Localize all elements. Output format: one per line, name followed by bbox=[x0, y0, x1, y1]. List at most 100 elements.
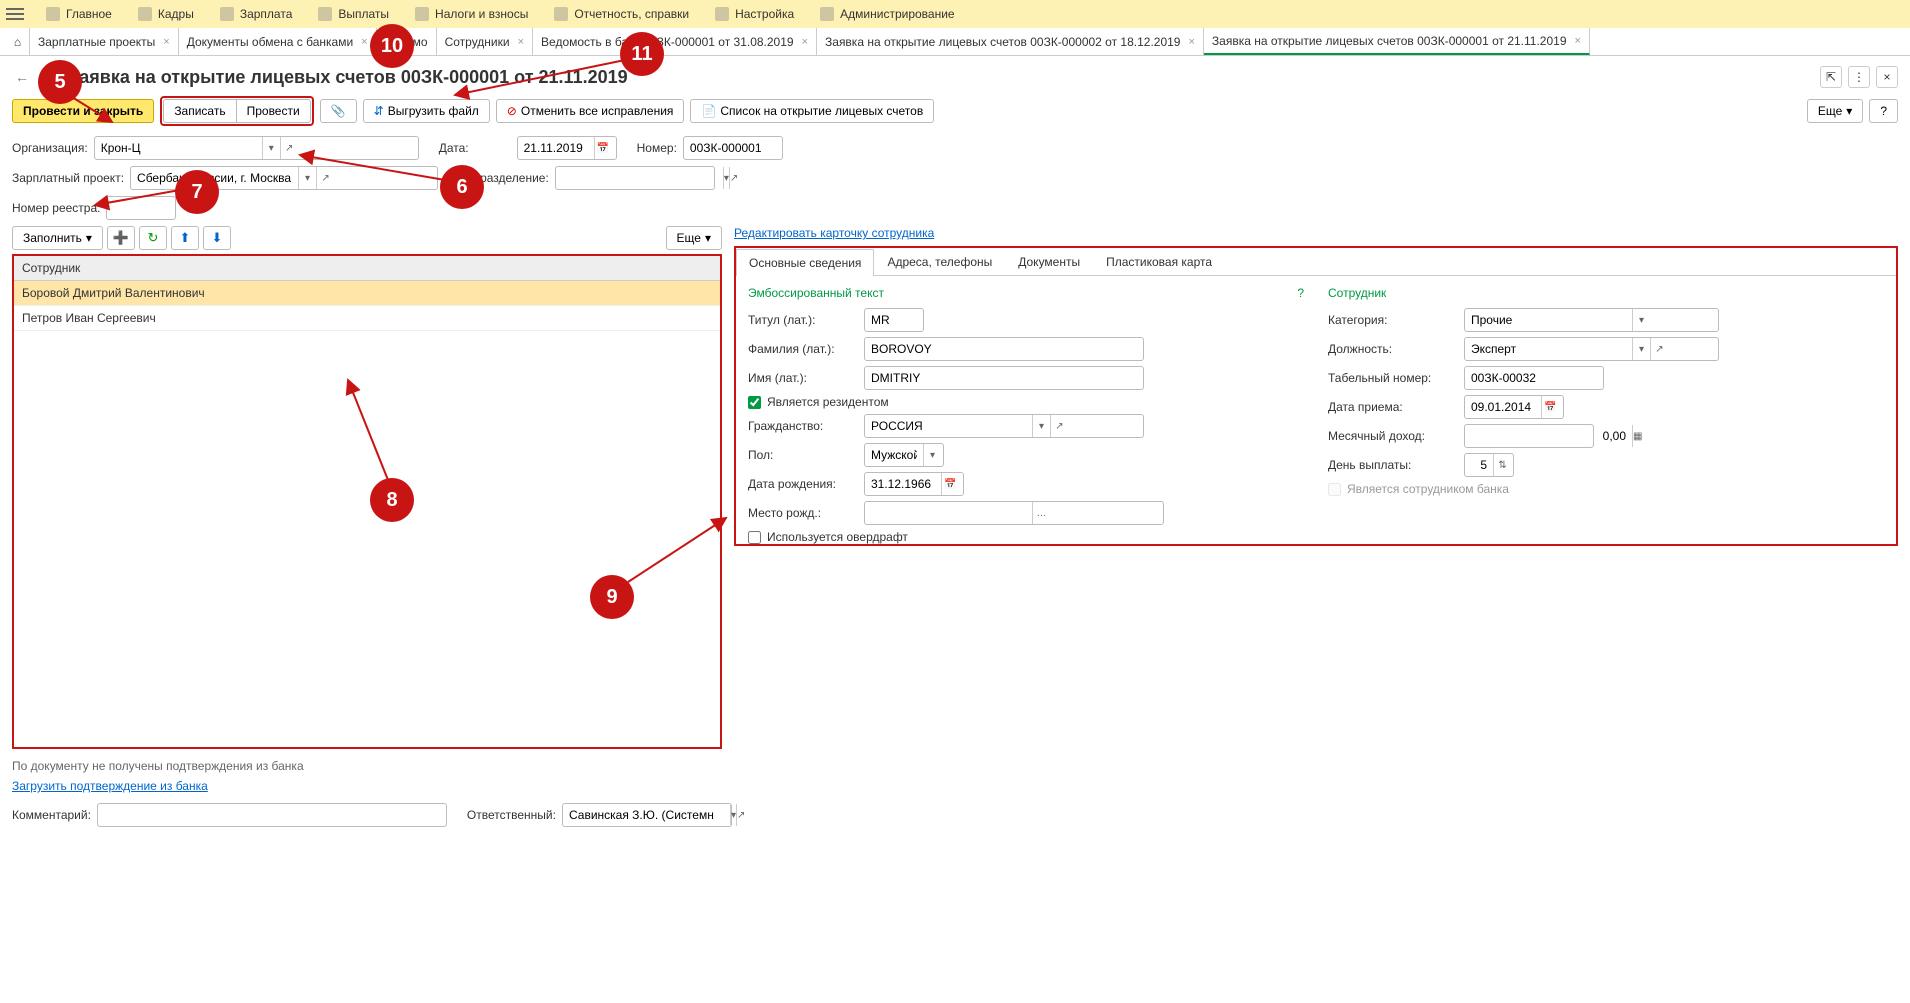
menu-payments[interactable]: Выплаты bbox=[306, 3, 401, 25]
add-row-button[interactable]: ➕ bbox=[107, 226, 135, 250]
calendar-icon[interactable]: 📅 bbox=[1541, 396, 1559, 418]
write-button[interactable]: Записать bbox=[163, 99, 235, 123]
tab-1[interactable]: Документы обмена с банками× bbox=[179, 28, 377, 55]
dropdown-icon[interactable]: ▾ bbox=[1632, 338, 1650, 360]
spinner-icon[interactable]: ⇅ bbox=[1493, 454, 1511, 476]
cancel-fixes-button[interactable]: ⊘Отменить все исправления bbox=[496, 99, 685, 123]
subtab-card[interactable]: Пластиковая карта bbox=[1093, 248, 1225, 275]
menu-settings[interactable]: Настройка bbox=[703, 3, 806, 25]
list-icon: 📄 bbox=[701, 104, 716, 118]
post-button[interactable]: Провести bbox=[236, 99, 311, 123]
responsible-input[interactable] bbox=[563, 804, 730, 826]
post-and-close-button[interactable]: Провести и закрыть bbox=[12, 99, 154, 123]
citizenship-input[interactable] bbox=[865, 415, 1032, 437]
category-input[interactable] bbox=[1465, 309, 1632, 331]
surname-lat-input[interactable] bbox=[865, 338, 1032, 360]
calendar-icon[interactable]: 📅 bbox=[594, 137, 612, 159]
title-lat-input[interactable] bbox=[865, 309, 921, 331]
help-button[interactable]: ? bbox=[1869, 99, 1898, 123]
document-tabs: ⌂ Зарплатные проекты× Документы обмена с… bbox=[0, 28, 1910, 56]
dropdown-icon[interactable]: ▾ bbox=[1632, 309, 1650, 331]
menu-hr[interactable]: Кадры bbox=[126, 3, 206, 25]
table-row[interactable]: Петров Иван Сергеевич bbox=[14, 306, 720, 331]
open-icon[interactable]: ↗ bbox=[729, 167, 738, 189]
comment-input[interactable] bbox=[98, 804, 265, 826]
payday-input[interactable] bbox=[1465, 454, 1493, 476]
subtab-addresses[interactable]: Адреса, телефоны bbox=[874, 248, 1005, 275]
close-icon[interactable]: × bbox=[163, 36, 169, 48]
open-icon[interactable]: ↗ bbox=[1650, 338, 1668, 360]
open-accounts-list-button[interactable]: 📄Список на открытие лицевых счетов bbox=[690, 99, 934, 123]
overdraft-checkbox[interactable] bbox=[748, 531, 761, 544]
table-row[interactable]: Боровой Дмитрий Валентинович bbox=[14, 281, 720, 306]
tab-4[interactable]: Ведомость в банк 00ЗК-000001 от 31.08.20… bbox=[533, 28, 817, 55]
name-lat-input[interactable] bbox=[865, 367, 1032, 389]
help-icon[interactable]: ? bbox=[1297, 286, 1304, 300]
export-file-button[interactable]: ⇵Выгрузить файл bbox=[363, 99, 490, 123]
nav-back-icon[interactable]: ← bbox=[12, 67, 32, 87]
dropdown-icon[interactable]: ▾ bbox=[1032, 415, 1050, 437]
close-icon[interactable]: × bbox=[1188, 36, 1194, 48]
menu-main[interactable]: Главное bbox=[34, 3, 124, 25]
project-label: Зарплатный проект: bbox=[12, 171, 124, 185]
tab-5[interactable]: Заявка на открытие лицевых счетов 00ЗК-0… bbox=[817, 28, 1204, 55]
ellipsis-icon[interactable]: … bbox=[1032, 502, 1050, 524]
list-more-button[interactable]: Еще ▾ bbox=[666, 226, 722, 250]
number-input[interactable] bbox=[684, 137, 780, 159]
move-down-button[interactable]: ⬇ bbox=[203, 226, 231, 250]
bank-employee-checkbox bbox=[1328, 483, 1341, 496]
close-icon[interactable]: × bbox=[802, 36, 808, 48]
income-label: Месячный доход: bbox=[1328, 429, 1458, 443]
kebab-icon[interactable]: ⋮ bbox=[1848, 66, 1870, 88]
open-icon[interactable]: ↗ bbox=[280, 137, 298, 159]
sex-input[interactable] bbox=[865, 444, 923, 466]
home-tab[interactable]: ⌂ bbox=[6, 28, 30, 55]
division-input[interactable] bbox=[556, 167, 723, 189]
subtab-documents[interactable]: Документы bbox=[1005, 248, 1093, 275]
tab-6[interactable]: Заявка на открытие лицевых счетов 00ЗК-0… bbox=[1204, 28, 1590, 55]
link-icon[interactable]: ⇱ bbox=[1820, 66, 1842, 88]
date-input[interactable] bbox=[518, 137, 594, 159]
subtab-main[interactable]: Основные сведения bbox=[736, 249, 874, 276]
more-button[interactable]: Еще ▾ bbox=[1807, 99, 1863, 123]
calendar-icon[interactable]: 📅 bbox=[941, 473, 959, 495]
tabno-input[interactable] bbox=[1465, 367, 1632, 389]
refresh-button[interactable]: ↻ bbox=[139, 226, 167, 250]
menu-salary[interactable]: Зарплата bbox=[208, 3, 305, 25]
menu-admin[interactable]: Администрирование bbox=[808, 3, 966, 25]
money-icon bbox=[318, 7, 332, 21]
edit-employee-link[interactable]: Редактировать карточку сотрудника bbox=[734, 226, 934, 240]
calc-icon[interactable]: ▦ bbox=[1632, 425, 1642, 447]
load-confirmation-link[interactable]: Загрузить подтверждение из банка bbox=[12, 779, 208, 793]
dropdown-icon[interactable]: ▾ bbox=[923, 444, 941, 466]
registry-input[interactable] bbox=[107, 197, 173, 219]
menu-taxes[interactable]: Налоги и взносы bbox=[403, 3, 540, 25]
burger-menu-icon[interactable] bbox=[6, 8, 24, 20]
close-icon[interactable]: × bbox=[1575, 35, 1581, 47]
open-icon[interactable]: ↗ bbox=[1050, 415, 1068, 437]
project-input[interactable] bbox=[131, 167, 298, 189]
dropdown-icon[interactable]: ▾ bbox=[262, 137, 280, 159]
open-icon[interactable]: ↗ bbox=[736, 804, 745, 826]
fill-button[interactable]: Заполнить ▾ bbox=[12, 226, 103, 250]
close-icon[interactable]: × bbox=[361, 36, 367, 48]
dropdown-icon[interactable]: ▾ bbox=[298, 167, 316, 189]
birthplace-input[interactable] bbox=[865, 502, 1032, 524]
birthdate-input[interactable] bbox=[865, 473, 941, 495]
tab-3[interactable]: Сотрудники× bbox=[437, 28, 533, 55]
close-page-icon[interactable]: × bbox=[1876, 66, 1898, 88]
tab-0[interactable]: Зарплатные проекты× bbox=[30, 28, 179, 55]
resident-checkbox[interactable] bbox=[748, 396, 761, 409]
menu-reports[interactable]: Отчетность, справки bbox=[542, 3, 701, 25]
attach-button[interactable]: 📎 bbox=[320, 99, 357, 123]
org-input[interactable] bbox=[95, 137, 262, 159]
overdraft-label: Используется овердрафт bbox=[767, 530, 908, 544]
tab-2[interactable]: Ведомо bbox=[377, 28, 437, 55]
position-input[interactable] bbox=[1465, 338, 1632, 360]
hiredate-input[interactable] bbox=[1465, 396, 1541, 418]
close-icon[interactable]: × bbox=[518, 36, 524, 48]
open-icon[interactable]: ↗ bbox=[316, 167, 334, 189]
income-input[interactable] bbox=[1465, 425, 1632, 447]
move-up-button[interactable]: ⬆ bbox=[171, 226, 199, 250]
nav-forward-icon[interactable]: → bbox=[40, 67, 60, 87]
